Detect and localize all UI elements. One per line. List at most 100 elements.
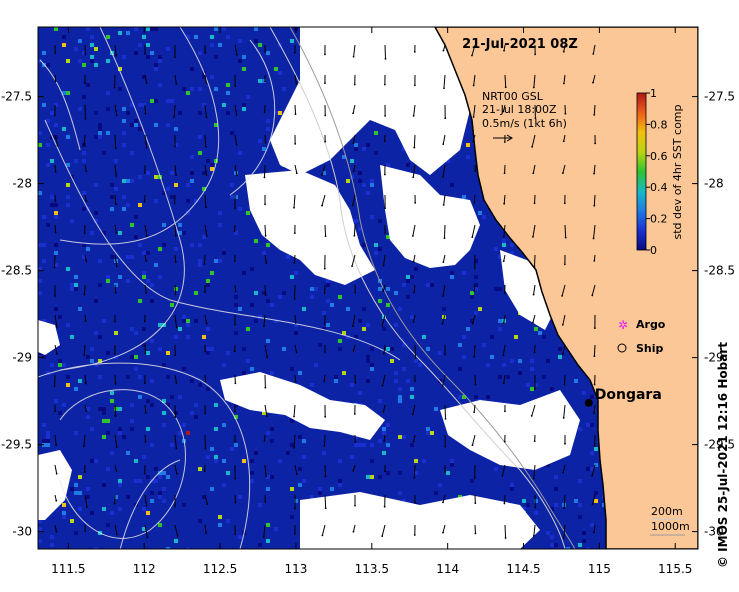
current-vector (144, 404, 147, 413)
current-vector (442, 374, 446, 387)
current-vector (383, 434, 386, 442)
sst-pixel (294, 323, 298, 327)
sst-pixel (386, 471, 390, 475)
sst-pixel (194, 403, 198, 407)
sst-pixel (78, 379, 82, 383)
sst-pixel (138, 43, 142, 47)
sst-pixel (186, 319, 190, 323)
current-vector-head (114, 291, 117, 294)
current-vector-head (502, 354, 505, 356)
current-vector-head (293, 415, 295, 418)
sst-pixel (150, 403, 154, 407)
sst-pixel (362, 327, 366, 331)
current-vector-head (473, 355, 476, 358)
sst-pixel (354, 435, 358, 439)
sst-pixel (382, 451, 386, 455)
current-vector-head (83, 354, 86, 357)
sst-pixel (446, 159, 450, 163)
sst-pixel (518, 371, 522, 375)
current-vector-head (471, 322, 474, 325)
sst-pixel (50, 535, 54, 539)
sst-pixel (90, 459, 94, 463)
current-vector-head (205, 532, 208, 535)
sst-pixel (78, 491, 82, 495)
current-vector-head (324, 415, 327, 418)
sst-pixel (246, 359, 250, 363)
current-vector (531, 404, 536, 416)
sst-pixel (66, 163, 70, 167)
sst-pixel (470, 291, 474, 295)
sst-pixel (394, 323, 398, 327)
sst-pixel (146, 171, 150, 175)
sst-pixel (490, 335, 494, 339)
sst-pixel (98, 135, 102, 139)
current-vector (444, 404, 447, 419)
sst-pixel (66, 91, 70, 95)
sst-pixel (382, 427, 386, 431)
sst-pixel (166, 547, 170, 549)
sst-pixel (182, 231, 186, 235)
sst-pixel (494, 247, 498, 251)
current-vector-head (413, 51, 416, 53)
sst-pixel (314, 363, 318, 367)
sst-pixel (258, 43, 262, 47)
sst-pixel (142, 103, 146, 107)
current-vector-head (85, 200, 88, 203)
current-vector-head (384, 115, 387, 117)
current-vector-head (563, 202, 566, 205)
sst-pixel (142, 455, 146, 459)
current-vector-head (293, 297, 296, 300)
current-vector-head (263, 439, 266, 442)
sst-pixel (402, 435, 406, 439)
current-vector (562, 314, 566, 325)
sst-pixel (394, 371, 398, 375)
current-vector-head (323, 267, 326, 270)
current-vector-head (413, 476, 416, 479)
sst-pixel (134, 27, 138, 31)
current-vector-head (55, 472, 58, 475)
sst-pixel (50, 111, 54, 115)
sst-pixel (82, 207, 86, 211)
sst-pixel (202, 495, 206, 499)
current-vector-head (174, 293, 177, 295)
sst-pixel (238, 307, 242, 311)
sst-pixel (374, 251, 378, 255)
current-vector-head (323, 292, 326, 294)
current-vector-head (503, 292, 506, 295)
current-vector-head (442, 204, 445, 206)
sst-pixel (406, 163, 410, 167)
current-vector-head (266, 356, 269, 359)
current-vector-head (503, 440, 506, 443)
sst-pixel (154, 27, 158, 31)
current-vector-head (441, 385, 444, 388)
current-vector (54, 434, 57, 446)
sst-pixel (70, 287, 74, 291)
current-label-line3: 0.5m/s (1kt 6h) (482, 117, 567, 130)
current-vector (442, 164, 446, 178)
sst-pixel (158, 495, 162, 499)
ship-legend-label: Ship (636, 342, 664, 355)
sst-pixel (198, 111, 202, 115)
current-vector-head (293, 261, 296, 264)
sst-pixel (102, 407, 106, 411)
sst-pixel (254, 319, 258, 323)
sst-pixel (270, 371, 274, 375)
current-vector-head (323, 380, 326, 383)
sst-pixel (594, 499, 598, 503)
sst-pixel (438, 351, 442, 355)
cloud-east (380, 165, 480, 268)
current-vector-head (562, 140, 565, 143)
current-vector-head (114, 382, 117, 385)
sst-pixel (302, 439, 306, 443)
sst-pixel (342, 331, 346, 335)
sst-pixel (262, 251, 266, 255)
sst-pixel (410, 315, 414, 319)
sst-pixel (114, 283, 118, 287)
sst-pixel (194, 199, 198, 203)
current-vector-head (354, 291, 357, 294)
sst-pixel (386, 347, 390, 351)
colorbar-title: std dev of 4hr SST comp (671, 104, 684, 239)
current-vector-head (236, 53, 238, 56)
sst-pixel (502, 239, 506, 243)
current-vector-head (384, 207, 387, 210)
